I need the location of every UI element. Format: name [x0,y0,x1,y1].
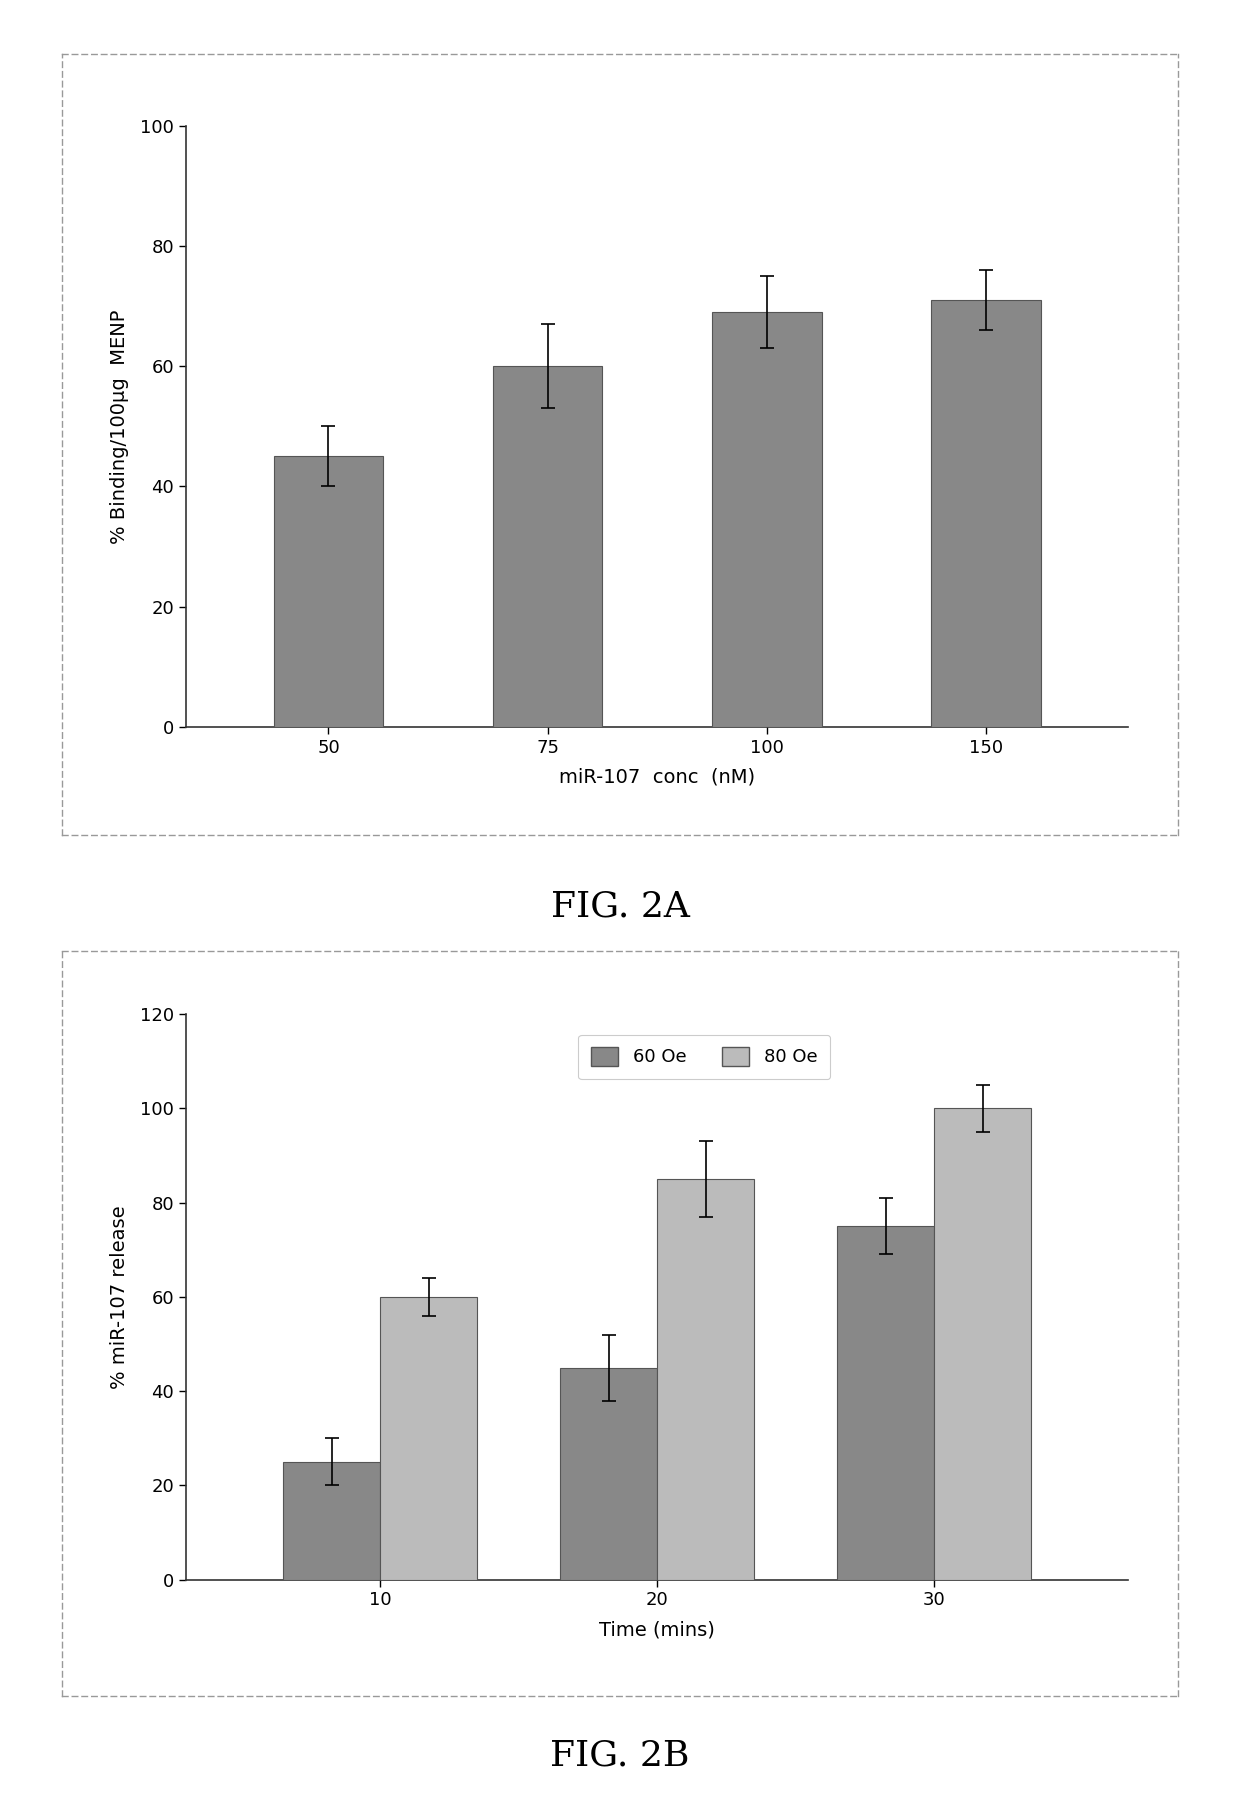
Y-axis label: % miR-107 release: % miR-107 release [110,1204,129,1389]
Bar [931,300,1040,727]
Bar [560,1368,657,1580]
Legend: 60 Oe, 80 Oe: 60 Oe, 80 Oe [579,1034,830,1079]
Bar [283,1461,379,1580]
Bar [935,1109,1032,1580]
Bar [712,312,822,727]
X-axis label: miR-107  conc  (nM): miR-107 conc (nM) [559,768,755,786]
Bar [379,1296,477,1580]
Text: FIG. 2A: FIG. 2A [551,890,689,923]
X-axis label: Time (mins): Time (mins) [599,1621,715,1639]
Text: FIG. 2B: FIG. 2B [551,1739,689,1772]
Bar [837,1226,935,1580]
Bar [274,456,383,727]
Bar [492,366,603,727]
Bar [657,1179,754,1580]
Y-axis label: % Binding/100μg  MENP: % Binding/100μg MENP [110,309,129,544]
